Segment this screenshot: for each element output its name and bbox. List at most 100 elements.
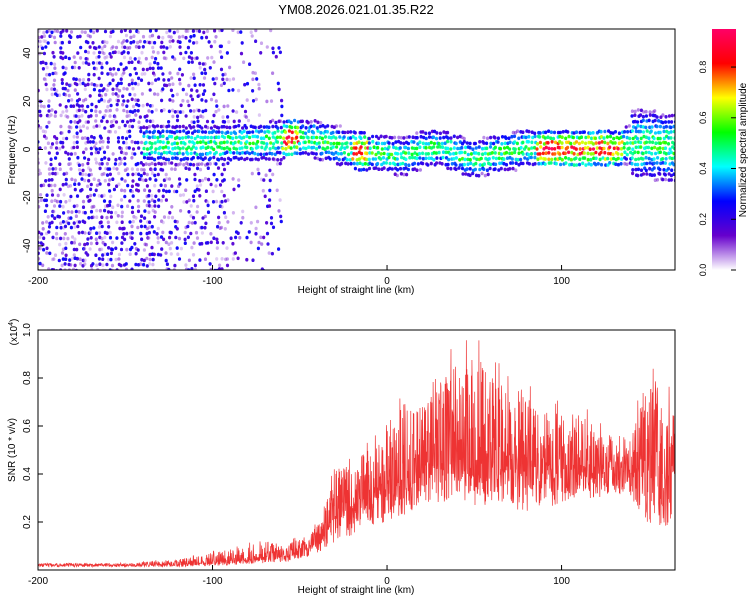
heatmap-cell	[162, 45, 166, 49]
heatmap-cell	[133, 152, 137, 156]
heatmap-cell	[47, 167, 52, 171]
heatmap-cell	[38, 45, 39, 49]
heatmap-cell	[206, 241, 210, 245]
heatmap-cell	[644, 150, 648, 155]
heatmap-cell	[267, 251, 271, 255]
heatmap-cell	[383, 141, 387, 146]
heatmap-cell	[69, 30, 74, 34]
heatmap-cell	[198, 152, 202, 157]
heatmap-cell	[440, 162, 444, 166]
heatmap-cell	[136, 225, 140, 230]
heatmap-cell	[489, 135, 493, 140]
heatmap-cell	[482, 135, 486, 140]
heatmap-cell	[268, 168, 272, 173]
heatmap-cell	[168, 210, 172, 215]
heatmap-cell	[460, 150, 464, 155]
heatmap-cell	[68, 258, 72, 262]
heatmap-cell	[410, 155, 415, 160]
heatmap-cell	[225, 145, 229, 150]
heatmap-cell	[203, 89, 207, 93]
heatmap-cell	[502, 161, 506, 166]
heatmap-cell	[426, 152, 430, 156]
heatmap-cell	[102, 51, 106, 56]
heatmap-cell	[209, 135, 213, 140]
heatmap-cell	[645, 161, 649, 166]
heatmap-cell	[130, 60, 134, 64]
heatmap-cell	[195, 184, 199, 188]
heatmap-cell	[94, 109, 98, 113]
heatmap-cell	[124, 267, 129, 270]
heatmap-cell	[119, 81, 123, 86]
heatmap-cell	[195, 140, 200, 145]
heatmap-cell	[119, 77, 123, 81]
heatmap-cell	[128, 129, 132, 134]
heatmap-cell	[226, 115, 230, 119]
heatmap-cell	[200, 71, 204, 75]
heatmap-cell	[410, 152, 414, 157]
heatmap-cell	[81, 108, 85, 112]
heatmap-cell	[669, 150, 673, 155]
heatmap-cell	[245, 81, 250, 86]
heatmap-cell	[201, 130, 205, 134]
heatmap-cell	[192, 163, 196, 167]
heatmap-cell	[412, 140, 416, 144]
heatmap-cell	[561, 130, 565, 134]
heatmap-cell	[143, 216, 147, 220]
bottom-y-axis-label: SNR (10 * v/v)	[7, 418, 18, 482]
heatmap-cell	[111, 45, 115, 49]
heatmap-cell	[117, 171, 121, 176]
heatmap-cell	[196, 134, 200, 139]
heatmap-cell	[541, 151, 545, 156]
heatmap-cell	[123, 123, 127, 128]
heatmap-cell	[418, 156, 422, 160]
heatmap-cell	[558, 130, 562, 135]
heatmap-cell	[642, 134, 646, 139]
heatmap-cell	[85, 242, 89, 246]
heatmap-cell	[171, 108, 175, 113]
heatmap-cell	[108, 34, 112, 39]
heatmap-cell	[468, 157, 472, 162]
heatmap-cell	[290, 136, 294, 141]
heatmap-cell	[218, 263, 222, 268]
heatmap-cell	[598, 157, 602, 162]
heatmap-cell	[197, 129, 201, 134]
heatmap-cell	[173, 141, 177, 145]
heatmap-cell	[89, 230, 93, 235]
heatmap-cell	[156, 61, 160, 66]
heatmap-cell	[194, 146, 198, 150]
heatmap-cell	[60, 78, 64, 82]
heatmap-cell	[266, 242, 270, 246]
heatmap-cell	[73, 187, 77, 192]
heatmap-cell	[644, 140, 649, 145]
heatmap-cell	[239, 221, 243, 225]
heatmap-cell	[247, 130, 252, 135]
heatmap-cell	[622, 134, 626, 139]
heatmap-cell	[136, 40, 140, 45]
heatmap-cell	[38, 109, 42, 114]
heatmap-cell	[616, 146, 620, 151]
heatmap-cell	[92, 30, 96, 35]
heatmap-cell	[94, 147, 98, 151]
heatmap-cell	[111, 73, 115, 77]
heatmap-cell	[120, 214, 124, 219]
heatmap-cell	[167, 177, 172, 181]
heatmap-cell	[546, 135, 550, 139]
heatmap-cell	[489, 162, 493, 167]
heatmap-cell	[259, 51, 263, 55]
heatmap-cell	[638, 129, 643, 134]
heatmap-cell	[630, 156, 634, 160]
top-x-tick-label: 100	[553, 276, 570, 287]
heatmap-cell	[274, 146, 278, 151]
heatmap-cell	[177, 236, 182, 241]
heatmap-cell	[73, 65, 77, 70]
heatmap-cell	[138, 61, 143, 65]
heatmap-cell	[169, 88, 173, 93]
heatmap-cell	[327, 150, 331, 155]
heatmap-cell	[161, 146, 165, 150]
heatmap-cell	[186, 235, 190, 240]
heatmap-cell	[658, 167, 662, 172]
heatmap-cell	[133, 66, 137, 71]
heatmap-cell	[67, 221, 71, 226]
heatmap-cell	[106, 252, 110, 256]
heatmap-cell	[182, 162, 186, 167]
